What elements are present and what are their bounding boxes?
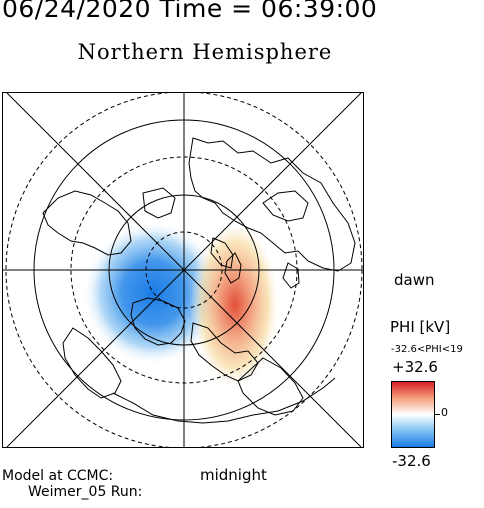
colorbar-zero-tick xyxy=(435,414,440,415)
date-time-header: 06/24/2020 Time = 06:39:00 xyxy=(2,0,378,23)
dawn-label: dawn xyxy=(394,271,435,289)
colorbar-range: -32.6<PHI<19 xyxy=(391,344,463,355)
run-label: Weimer_05 Run: xyxy=(28,484,143,500)
negative-potential-cell xyxy=(83,221,223,365)
colorbar-min-label: -32.6 xyxy=(392,452,431,470)
meridian-grid xyxy=(3,93,363,447)
midnight-label: midnight xyxy=(200,466,267,484)
colorbar-zero-label: 0 xyxy=(441,406,448,419)
polar-map xyxy=(3,93,363,447)
colorbar-max-label: +32.6 xyxy=(392,358,438,376)
hemisphere-title: Northern Hemisphere xyxy=(77,40,333,64)
model-label: Model at CCMC: xyxy=(2,468,114,484)
polar-map-frame xyxy=(2,92,364,448)
colorbar-title: PHI [kV] xyxy=(390,318,451,336)
colorbar xyxy=(391,381,435,448)
